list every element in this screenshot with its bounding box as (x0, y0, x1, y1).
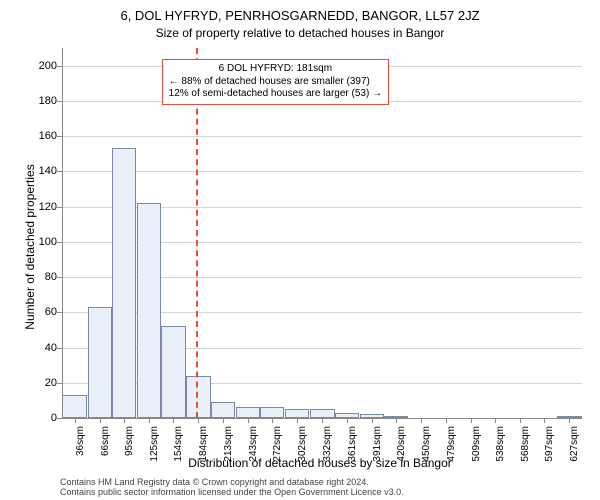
xtick-label: 509sqm (471, 426, 482, 486)
histogram-bar (310, 409, 334, 418)
histogram-bar (112, 148, 136, 418)
annotation-line: ← 88% of detached houses are smaller (39… (169, 76, 382, 89)
histogram-bar (236, 407, 260, 418)
xtick-label: 627sqm (569, 426, 580, 486)
plot-area: 02040608010012014016018020036sqm66sqm95s… (62, 48, 582, 418)
histogram-bar (88, 307, 112, 418)
ytick-label: 120 (27, 201, 57, 213)
ytick-label: 140 (27, 165, 57, 177)
chart-title: 6, DOL HYFRYD, PENRHOSGARNEDD, BANGOR, L… (0, 8, 600, 23)
histogram-bar (137, 203, 161, 418)
histogram-bar (62, 395, 86, 418)
gridline-h (62, 136, 582, 137)
histogram-bar (186, 376, 210, 418)
histogram-bar (285, 409, 309, 418)
ytick-label: 200 (27, 60, 57, 72)
histogram-bar (211, 402, 235, 418)
xtick-label: 538sqm (495, 426, 506, 486)
ytick-label: 60 (27, 306, 57, 318)
ytick-label: 80 (27, 271, 57, 283)
xtick-label: 597sqm (544, 426, 555, 486)
footer-line: Contains public sector information licen… (60, 488, 580, 498)
y-axis-line (62, 48, 63, 418)
ytick-label: 0 (27, 412, 57, 424)
xtick-label: 420sqm (396, 426, 407, 486)
histogram-bar (161, 326, 185, 418)
xtick-label: 450sqm (421, 426, 432, 486)
ytick-label: 180 (27, 95, 57, 107)
xtick-label: 391sqm (372, 426, 383, 486)
chart-subtitle: Size of property relative to detached ho… (0, 26, 600, 40)
gridline-h (62, 171, 582, 172)
x-axis-line (62, 418, 582, 419)
annotation-box: 6 DOL HYFRYD: 181sqm← 88% of detached ho… (162, 59, 389, 105)
ytick-label: 40 (27, 342, 57, 354)
histogram-bar (260, 407, 284, 418)
annotation-line: 6 DOL HYFRYD: 181sqm (169, 63, 382, 76)
ytick-label: 20 (27, 377, 57, 389)
footer-attribution: Contains HM Land Registry data © Crown c… (60, 478, 580, 498)
annotation-line: 12% of semi-detached houses are larger (… (169, 88, 382, 101)
xtick-label: 568sqm (520, 426, 531, 486)
xtick-label: 479sqm (446, 426, 457, 486)
ytick-label: 100 (27, 236, 57, 248)
ytick-label: 160 (27, 130, 57, 142)
